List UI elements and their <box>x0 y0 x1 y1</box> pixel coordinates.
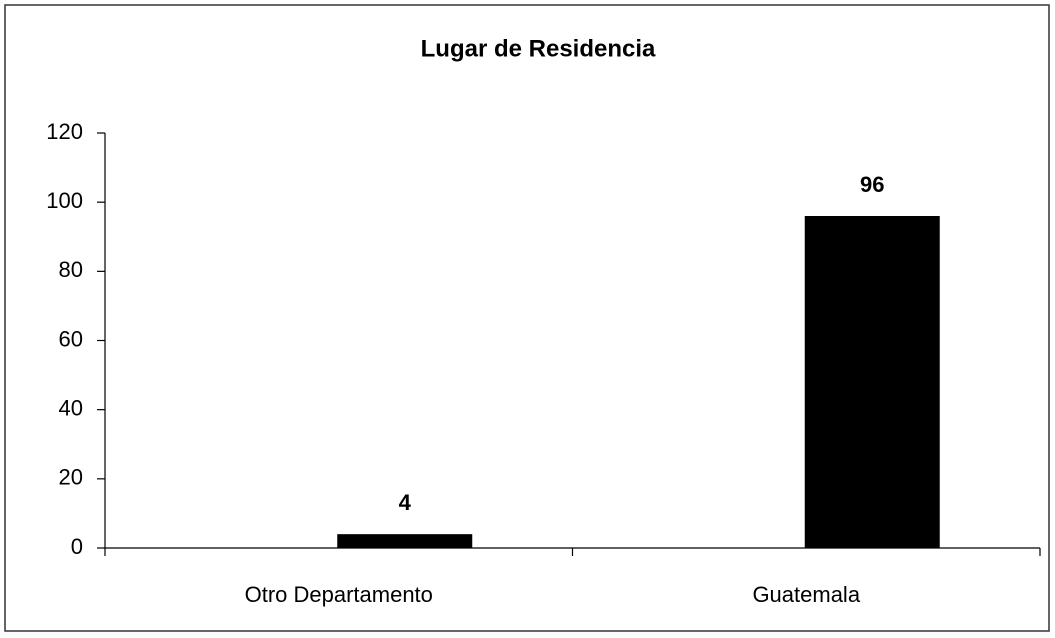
x-tick-label: Otro Departamento <box>245 582 433 607</box>
y-tick-label: 120 <box>46 119 83 144</box>
data-label: 4 <box>399 490 412 515</box>
bar <box>337 534 473 548</box>
chart-title: Lugar de Residencia <box>421 35 656 62</box>
y-tick-label: 80 <box>59 257 83 282</box>
data-label: 96 <box>860 172 884 197</box>
y-tick-label: 20 <box>59 465 83 490</box>
bar <box>804 216 940 548</box>
y-tick-label: 100 <box>46 188 83 213</box>
y-tick-label: 60 <box>59 326 83 351</box>
y-tick-label: 40 <box>59 395 83 420</box>
x-tick-label: Guatemala <box>752 582 860 607</box>
y-tick-label: 0 <box>71 534 83 559</box>
